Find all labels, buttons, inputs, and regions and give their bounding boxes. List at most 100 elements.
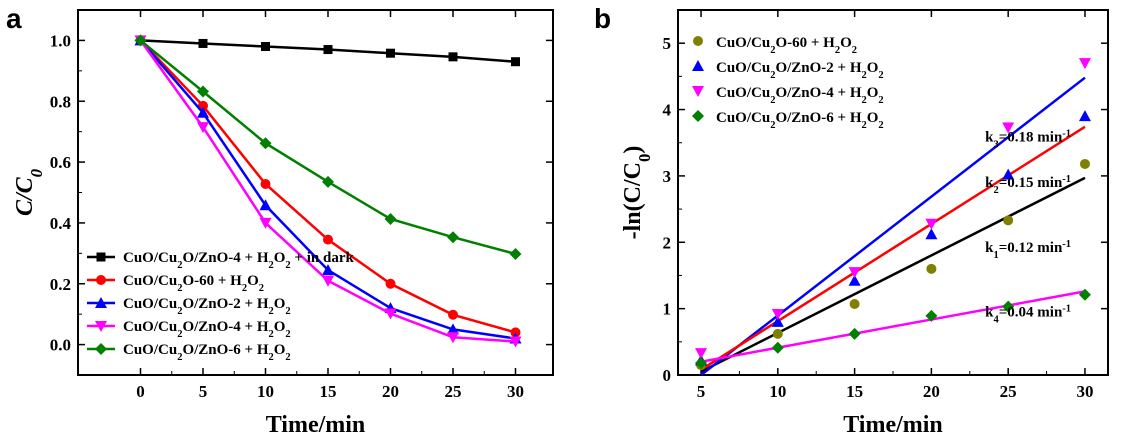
rate-annotation-1: k3=0.18 min-1 [985, 128, 1071, 150]
x-tick-label: 25 [445, 382, 462, 401]
data-point [259, 137, 272, 150]
data-point [1078, 288, 1091, 301]
data-point [197, 85, 209, 98]
data-point [134, 34, 147, 47]
fit-line-3 [700, 125, 1086, 371]
legend-label: CuO/Cu2O/ZnO-6 + H2O2 [716, 110, 884, 131]
data-point [926, 263, 937, 274]
legend-marker [692, 110, 704, 122]
x-tick-label: 10 [257, 382, 274, 401]
rate-annotation-4: k4=0.04 min-1 [985, 303, 1071, 325]
data-point [323, 234, 333, 245]
y-tick-label: 2 [663, 233, 672, 252]
legend-marker [95, 343, 107, 355]
data-point [1078, 110, 1091, 122]
data-point [509, 336, 522, 348]
data-point [695, 357, 708, 370]
data-point [925, 309, 938, 322]
y-tick-label: 0.6 [50, 153, 71, 172]
data-point [771, 315, 784, 327]
data-point [448, 309, 458, 320]
data-point [385, 278, 396, 289]
data-point [771, 308, 784, 320]
y-tick-label: 0.2 [50, 275, 71, 294]
data-point [384, 308, 397, 320]
data-point [322, 175, 334, 188]
data-point [386, 48, 395, 58]
y-tick-label: 4 [663, 101, 672, 120]
data-point [695, 348, 708, 360]
data-point [384, 212, 397, 225]
y-axis-title: C/C0 [12, 168, 46, 216]
legend-label: CuO/Cu2O/ZnO-4 + H2O2 + in dark [123, 250, 354, 271]
data-point [1079, 158, 1090, 169]
data-point [848, 267, 861, 279]
data-point [772, 328, 783, 339]
x-tick-label: 15 [846, 382, 863, 401]
rate-annotation-2: k2=0.15 min-1 [985, 174, 1071, 196]
legend-marker [692, 86, 704, 97]
fit-line-2 [700, 76, 1086, 376]
data-point [323, 45, 333, 55]
x-axis-title: Time/min [843, 412, 943, 438]
data-point [848, 327, 861, 340]
legend-label: CuO/Cu2O/ZnO-4 + H2O2 [716, 85, 884, 106]
data-point [259, 199, 272, 211]
data-point [925, 228, 938, 240]
data-point [848, 274, 861, 286]
x-tick-label: 20 [923, 382, 940, 401]
legend-marker [693, 36, 703, 46]
data-point [197, 106, 209, 118]
legend-marker [692, 60, 704, 71]
x-axis-title: Time/min [266, 412, 366, 438]
legend-label: CuO/Cu2O-60 + H2O2 [123, 273, 264, 294]
data-point [1002, 300, 1015, 313]
chart-b: 5 10 15 20 25 30 0 1 2 3 4 5 Time/min -ln(C/C0) CuO/Cu… [620, 9, 1109, 438]
rate-annotation-3: k1=0.12 min-1 [985, 239, 1071, 261]
data-point [448, 52, 458, 62]
data-point [447, 323, 459, 335]
panel-label-a: a [6, 3, 22, 34]
data-point [261, 42, 270, 51]
legend-marker [95, 297, 107, 308]
panel-label-b: b [594, 3, 611, 34]
x-tick-label: 5 [697, 382, 706, 401]
x-tick-label: 0 [136, 382, 145, 401]
data-point [1002, 122, 1015, 134]
y-tick-label: 0 [663, 366, 672, 385]
legend-label: CuO/Cu2O-60 + H2O2 [716, 35, 857, 56]
data-point [260, 178, 271, 189]
data-point [1002, 168, 1015, 180]
fit-line-4 [700, 290, 1086, 363]
data-point [447, 231, 459, 244]
data-point [322, 275, 334, 287]
legend-label: CuO/Cu2O/ZnO-2 + H2O2 [123, 296, 291, 317]
series-line-5 [139, 39, 516, 256]
y-tick-label: 0.4 [50, 214, 72, 233]
x-tick-label: 5 [199, 382, 208, 401]
x-tick-label: 30 [507, 382, 524, 401]
data-point [511, 57, 520, 67]
legend-label: CuO/Cu2O/ZnO-2 + H2O2 [716, 60, 884, 81]
data-point [1078, 58, 1091, 70]
y-tick-label: 0.8 [50, 92, 71, 111]
y-tick-label: 5 [663, 34, 672, 53]
data-point [197, 122, 209, 134]
fit-line-1 [700, 176, 1086, 373]
legend-marker [96, 252, 106, 262]
data-point [849, 298, 860, 309]
data-point [198, 38, 208, 48]
data-point [925, 218, 938, 230]
y-tick-label: 3 [663, 167, 672, 186]
data-point [259, 217, 272, 229]
y-axis-title: -ln(C/C0) [620, 146, 654, 240]
x-tick-label: 15 [320, 382, 337, 401]
x-tick-label: 25 [1000, 382, 1017, 401]
legend-marker [95, 321, 107, 332]
x-tick-label: 20 [382, 382, 399, 401]
y-tick-label: 1 [663, 300, 672, 319]
data-point [510, 327, 521, 338]
legend-label: CuO/Cu2O/ZnO-6 + H2O2 [123, 342, 291, 363]
legend-marker [96, 275, 106, 285]
